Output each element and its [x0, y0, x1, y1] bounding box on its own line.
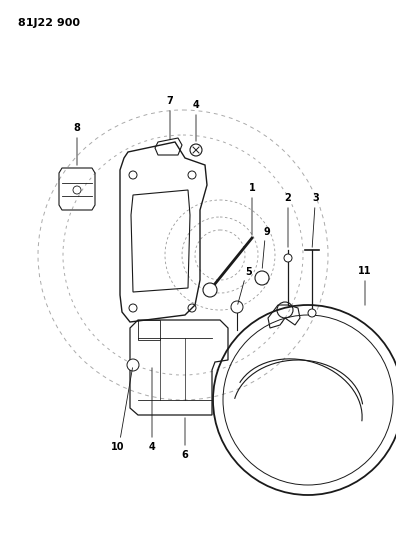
Text: 1: 1 [249, 183, 255, 193]
Text: 7: 7 [167, 96, 173, 106]
Circle shape [255, 271, 269, 285]
Text: 3: 3 [312, 193, 320, 203]
Circle shape [308, 309, 316, 317]
Text: 4: 4 [148, 442, 155, 452]
Text: 8: 8 [74, 123, 80, 133]
Text: 11: 11 [358, 266, 372, 276]
Circle shape [203, 283, 217, 297]
Text: 4: 4 [192, 100, 199, 110]
Circle shape [190, 144, 202, 156]
Text: 10: 10 [111, 442, 125, 452]
Text: 81J22 900: 81J22 900 [18, 18, 80, 28]
Circle shape [231, 301, 243, 313]
Circle shape [284, 254, 292, 262]
Text: 9: 9 [264, 227, 270, 237]
Text: 6: 6 [182, 450, 188, 460]
Text: 5: 5 [246, 267, 252, 277]
Text: 2: 2 [285, 193, 291, 203]
Circle shape [127, 359, 139, 371]
